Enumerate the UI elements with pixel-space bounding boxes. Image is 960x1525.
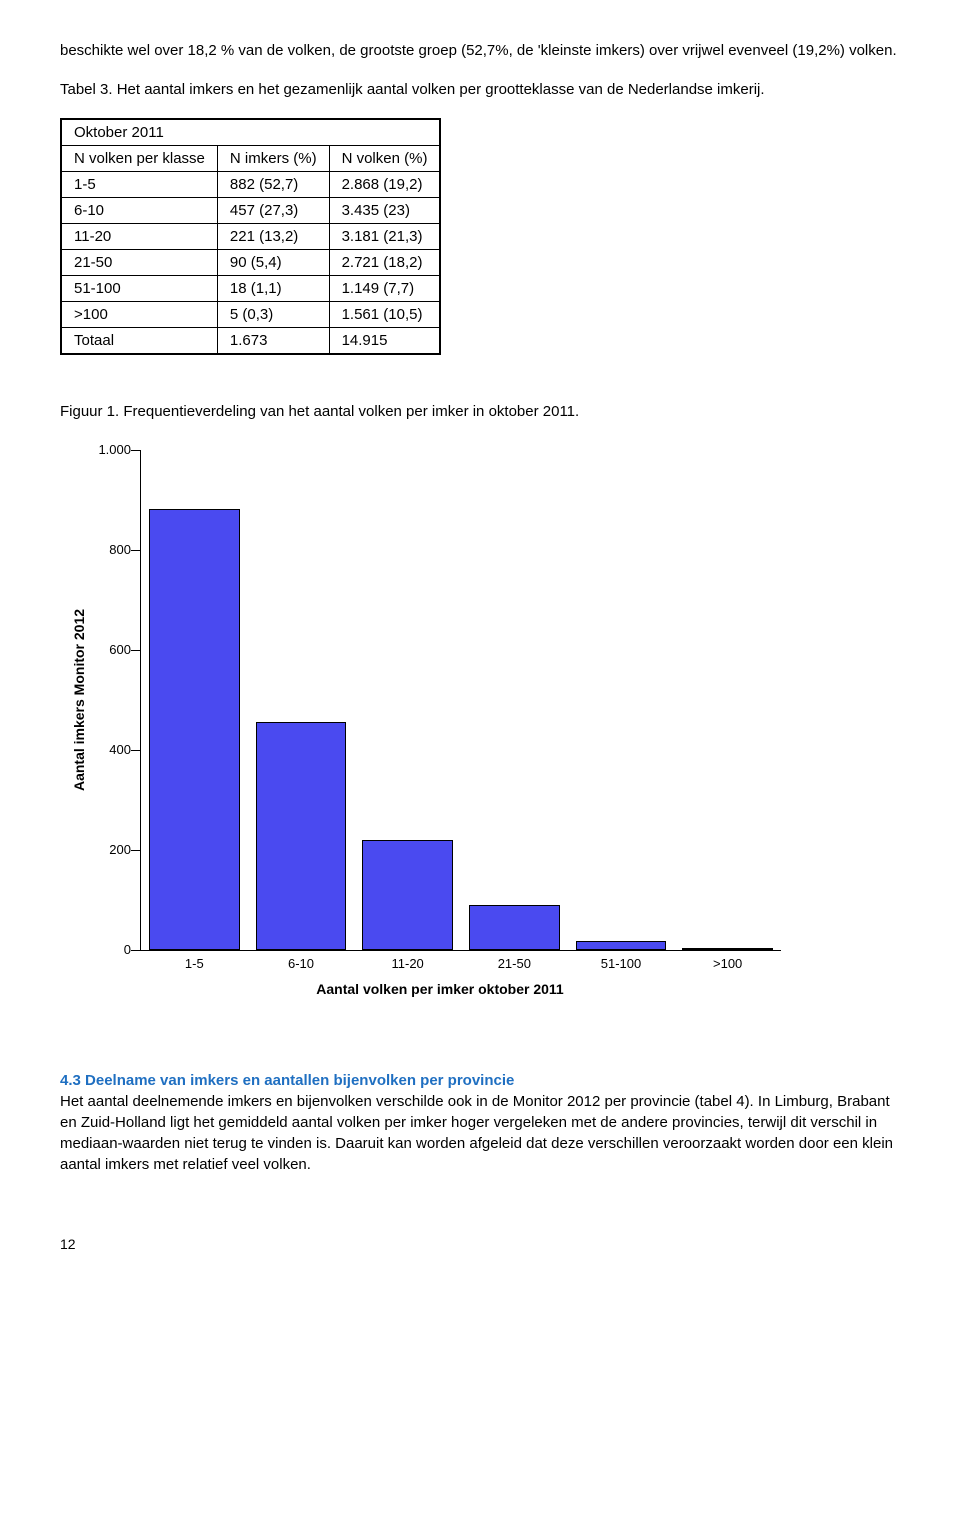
section-body: Het aantal deelnemende imkers en bijenvo… <box>60 1093 893 1173</box>
chart-yticklabel: 800 <box>71 541 131 559</box>
chart-xticklabel: 6-10 <box>288 955 314 973</box>
table-col-1: N imkers (%) <box>217 146 329 172</box>
figure-caption: Figuur 1. Frequentieverdeling van het aa… <box>60 401 900 422</box>
chart-xticklabel: >100 <box>713 955 742 973</box>
chart-bar <box>576 941 667 950</box>
chart-yticklabel: 1.000 <box>71 441 131 459</box>
chart-yticklabel: 400 <box>71 741 131 759</box>
table-cell: 90 (5,4) <box>217 250 329 276</box>
table-cell: 5 (0,3) <box>217 302 329 328</box>
chart-ytick <box>131 950 141 951</box>
table-cell: 18 (1,1) <box>217 276 329 302</box>
table-cell: 882 (52,7) <box>217 172 329 198</box>
table-col-0: N volken per klasse <box>62 146 218 172</box>
table-header-top: Oktober 2011 <box>62 120 440 146</box>
table-col-2: N volken (%) <box>329 146 440 172</box>
table-cell: Totaal <box>62 328 218 354</box>
table-cell: 2.721 (18,2) <box>329 250 440 276</box>
chart-xticklabel: 1-5 <box>185 955 204 973</box>
table-cell: 6-10 <box>62 198 218 224</box>
chart-xticklabel: 11-20 <box>392 955 424 973</box>
chart-ytick <box>131 650 141 651</box>
chart-ytick <box>131 750 141 751</box>
chart-bar <box>362 840 453 951</box>
chart-yticklabel: 0 <box>71 941 131 959</box>
chart-bar <box>469 905 560 950</box>
table-cell: 51-100 <box>62 276 218 302</box>
section-paragraph: 4.3 Deelname van imkers en aantallen bij… <box>60 1070 900 1175</box>
chart-ytick <box>131 850 141 851</box>
page-number: 12 <box>60 1235 900 1255</box>
bar-chart: Aantal imkers Monitor 2012 0 200 400 600 800… <box>60 440 820 1040</box>
table-cell: 3.435 (23) <box>329 198 440 224</box>
table-cell: 14.915 <box>329 328 440 354</box>
chart-bar <box>682 948 773 951</box>
section-heading: 4.3 Deelname van imkers en aantallen bij… <box>60 1072 514 1089</box>
table-cell: 11-20 <box>62 224 218 250</box>
table-cell: 3.181 (21,3) <box>329 224 440 250</box>
chart-bar <box>256 722 347 951</box>
chart-xticklabel: 51-100 <box>601 955 641 973</box>
data-table: Oktober 2011 N volken per klasse N imker… <box>60 118 441 355</box>
table-cell: 1.673 <box>217 328 329 354</box>
intro-paragraph: beschikte wel over 18,2 % van de volken,… <box>60 40 900 61</box>
table-caption: Tabel 3. Het aantal imkers en het gezame… <box>60 79 900 100</box>
chart-yticklabel: 200 <box>71 841 131 859</box>
table-cell: 2.868 (19,2) <box>329 172 440 198</box>
chart-bar <box>149 509 240 950</box>
chart-xticklabel: 21-50 <box>498 955 531 973</box>
table-cell: 21-50 <box>62 250 218 276</box>
table-cell: 1.561 (10,5) <box>329 302 440 328</box>
chart-yticklabel: 600 <box>71 641 131 659</box>
chart-ytick <box>131 550 141 551</box>
chart-ylabel: Aantal imkers Monitor 2012 <box>70 609 90 791</box>
chart-ytick <box>131 450 141 451</box>
table-cell: 1.149 (7,7) <box>329 276 440 302</box>
table-cell: 221 (13,2) <box>217 224 329 250</box>
table-cell: >100 <box>62 302 218 328</box>
table-cell: 457 (27,3) <box>217 198 329 224</box>
chart-xlabel: Aantal volken per imker oktober 2011 <box>60 980 820 1000</box>
table-cell: 1-5 <box>62 172 218 198</box>
